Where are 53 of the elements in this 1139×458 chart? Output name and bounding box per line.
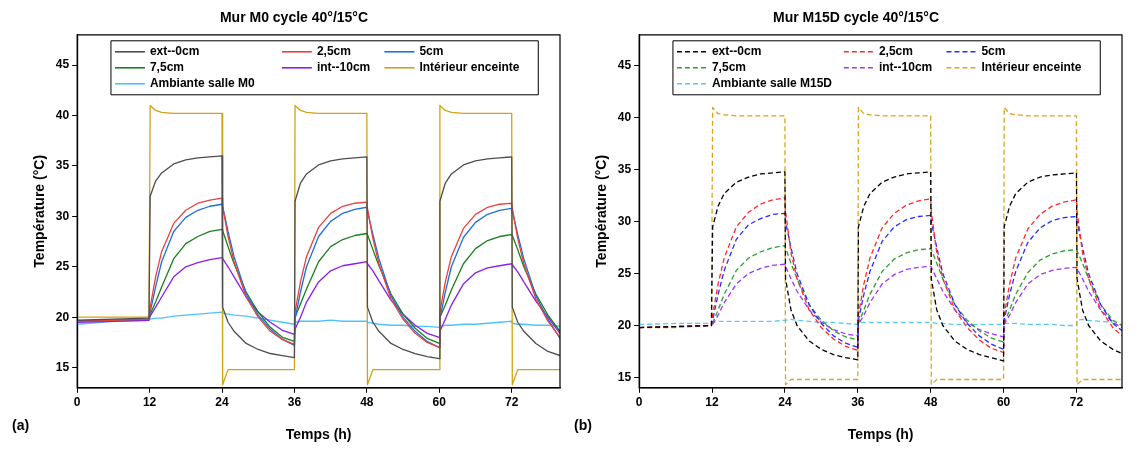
y-axis-title: Température (°C) — [31, 154, 48, 268]
y-tick-label: 40 — [617, 110, 632, 125]
legend-label: ext--0cm — [711, 44, 762, 59]
legend-label: 5cm — [981, 44, 1006, 59]
y-tick-label: 45 — [55, 57, 70, 72]
legend-label: Intérieur enceinte — [981, 60, 1082, 75]
legend-label: 2,5cm — [316, 44, 351, 59]
legend-label: ext--0cm — [149, 44, 200, 59]
legend-label: 2,5cm — [878, 44, 913, 59]
y-tick-label: 45 — [617, 58, 632, 73]
line-series — [711, 244, 1122, 343]
y-tick-label: 20 — [617, 317, 632, 332]
y-tick-label: 35 — [55, 158, 70, 173]
x-tick-label: 12 — [142, 395, 157, 410]
legend-label: 7,5cm — [711, 60, 746, 75]
y-tick-label: 25 — [617, 265, 632, 280]
legend-label: int--10cm — [878, 60, 933, 75]
y-tick-label: 30 — [617, 213, 632, 228]
y-tick-label: 30 — [55, 208, 70, 223]
chart-title: Mur M0 cycle 40°/15°C — [219, 9, 369, 26]
y-tick-label: 15 — [617, 369, 632, 384]
line-series — [711, 263, 1122, 338]
y-axis-title: Température (°C) — [593, 154, 610, 268]
text: (b) — [574, 416, 592, 433]
legend-label: 5cm — [419, 44, 444, 59]
x-tick-label: 60 — [432, 395, 447, 410]
legend-label: Ambiante salle M0 — [149, 76, 255, 91]
x-tick-label: 0 — [635, 395, 643, 410]
x-tick-label: 72 — [1069, 395, 1084, 410]
legend-label: Intérieur enceinte — [419, 60, 520, 75]
x-tick-label: 24 — [778, 395, 792, 410]
x-axis-title: Temps (h) — [285, 426, 352, 443]
y-tick-label: 40 — [55, 107, 70, 122]
x-axis-title: Temps (h) — [847, 426, 914, 443]
x-tick-label: 72 — [505, 395, 519, 410]
x-tick-label: 48 — [924, 395, 938, 410]
y-tick-label: 15 — [55, 359, 70, 374]
x-tick-label: 48 — [360, 395, 374, 410]
x-tick-label: 60 — [996, 395, 1011, 410]
x-tick-label: 36 — [287, 395, 302, 410]
legend-label: int--10cm — [316, 60, 371, 75]
text: (a) — [12, 416, 30, 433]
y-tick-label: 25 — [55, 259, 70, 274]
x-tick-label: 24 — [215, 395, 229, 410]
y-tick-label: 20 — [55, 309, 70, 324]
legend-label: Ambiante salle M15D — [711, 76, 833, 91]
x-tick-label: 36 — [851, 395, 865, 410]
x-tick-label: 0 — [73, 395, 81, 410]
legend-label: 7,5cm — [149, 60, 184, 75]
y-tick-label: 35 — [617, 162, 632, 177]
x-tick-label: 12 — [705, 395, 720, 410]
chart-title: Mur M15D cycle 40°/15°C — [772, 9, 940, 26]
line-series — [639, 318, 1114, 327]
